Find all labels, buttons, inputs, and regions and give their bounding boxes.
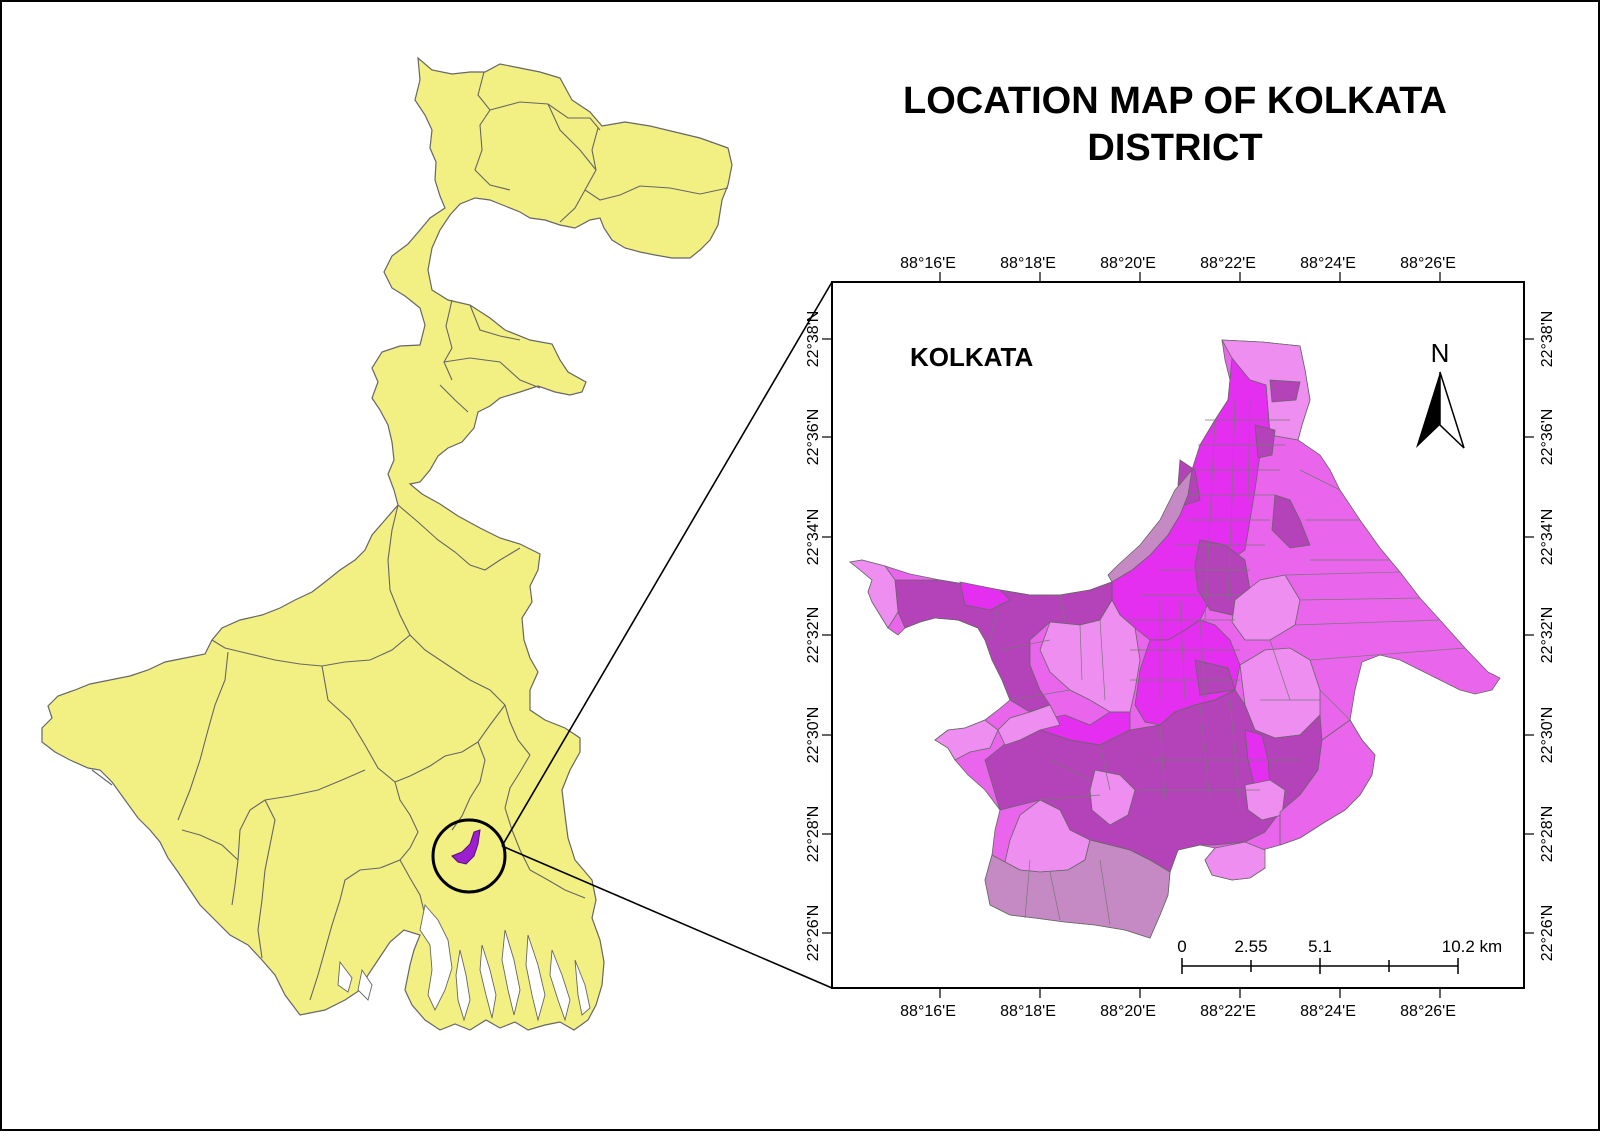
ward-lines [989, 399, 1466, 926]
lat-label: 22°32'N [1539, 607, 1556, 664]
kolkata-highlight [451, 829, 481, 865]
north-label: N [1431, 338, 1450, 368]
lat-labels-right: 22°38'N 22°36'N 22°34'N 22°32'N 22°30'N … [1539, 311, 1556, 962]
inset-label: KOLKATA [910, 342, 1033, 372]
lon-labels-top: 88°16'E 88°18'E 88°20'E 88°22'E 88°24'E … [900, 255, 1456, 272]
scale-label: 5.1 [1308, 937, 1332, 956]
kolkata-wards [849, 339, 1501, 939]
lon-label: 88°24'E [1300, 255, 1356, 272]
lat-labels-left: 22°38'N 22°36'N 22°34'N 22°32'N 22°30'N … [805, 311, 822, 962]
title-line-1: LOCATION MAP OF KOLKATA [903, 80, 1447, 122]
lon-label: 88°22'E [1200, 255, 1256, 272]
lat-label: 22°30'N [1539, 707, 1556, 764]
lon-label: 88°24'E [1300, 1003, 1356, 1020]
scale-label: 0 [1177, 937, 1186, 956]
inset-ticks [822, 272, 1534, 998]
lat-label: 22°38'N [1539, 311, 1556, 368]
lat-label: 22°34'N [805, 509, 822, 566]
lon-label: 88°16'E [900, 255, 956, 272]
lat-label: 22°36'N [1539, 409, 1556, 466]
lon-label: 88°20'E [1100, 255, 1156, 272]
lon-label: 88°20'E [1100, 1003, 1156, 1020]
state-map [41, 56, 733, 1031]
lon-labels-bottom: 88°16'E 88°18'E 88°20'E 88°22'E 88°24'E … [900, 1003, 1456, 1020]
lat-label: 22°26'N [805, 905, 822, 962]
lat-label: 22°36'N [805, 409, 822, 466]
scale-bar: 0 2.55 5.1 10.2 km [1177, 937, 1502, 974]
connector-line-top [501, 281, 833, 847]
scale-label: 2.55 [1234, 937, 1267, 956]
lon-label: 88°18'E [1000, 255, 1056, 272]
lon-label: 88°26'E [1400, 1003, 1456, 1020]
delta-channels [337, 904, 591, 1022]
lat-label: 22°38'N [805, 311, 822, 368]
title-line-2: DISTRICT [1087, 127, 1262, 169]
lon-label: 88°22'E [1200, 1003, 1256, 1020]
lat-label: 22°32'N [805, 607, 822, 664]
lon-label: 88°16'E [900, 1003, 956, 1020]
scale-label: 10.2 km [1442, 937, 1502, 956]
inset-map: 88°16'E 88°18'E 88°20'E 88°22'E 88°24'E … [805, 255, 1556, 1020]
connector-line-bottom [501, 845, 833, 989]
district-boundaries [91, 71, 729, 1001]
lat-label: 22°34'N [1539, 509, 1556, 566]
lat-label: 22°30'N [805, 707, 822, 764]
lat-label: 22°28'N [1539, 806, 1556, 863]
north-arrow-icon: N [1416, 338, 1465, 449]
lat-label: 22°28'N [805, 806, 822, 863]
lon-label: 88°26'E [1400, 255, 1456, 272]
lon-label: 88°18'E [1000, 1003, 1056, 1020]
state-outline [41, 56, 733, 1031]
locator-circle [431, 818, 507, 894]
lat-label: 22°26'N [1539, 905, 1556, 962]
